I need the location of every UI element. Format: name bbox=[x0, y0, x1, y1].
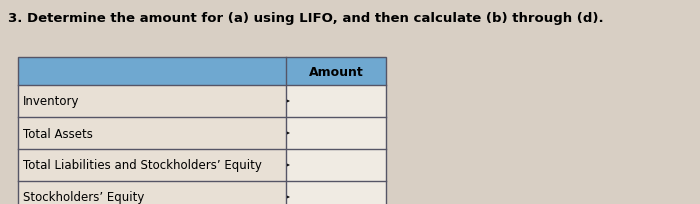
Text: Total Liabilities and Stockholders’ Equity: Total Liabilities and Stockholders’ Equi… bbox=[23, 159, 262, 172]
Bar bbox=[18, 58, 386, 204]
Bar bbox=[286, 181, 386, 204]
Bar bbox=[286, 86, 386, 118]
Text: Amount: Amount bbox=[309, 65, 363, 78]
Bar bbox=[18, 118, 286, 149]
Text: Stockholders’ Equity: Stockholders’ Equity bbox=[23, 191, 144, 204]
Polygon shape bbox=[286, 100, 290, 103]
Text: Inventory: Inventory bbox=[23, 95, 80, 108]
Polygon shape bbox=[286, 131, 290, 135]
Bar bbox=[286, 58, 386, 86]
Text: Total Assets: Total Assets bbox=[23, 127, 93, 140]
Bar bbox=[18, 58, 286, 86]
Polygon shape bbox=[286, 163, 290, 167]
Bar bbox=[18, 86, 286, 118]
Polygon shape bbox=[286, 195, 290, 199]
Bar bbox=[286, 149, 386, 181]
Bar bbox=[18, 149, 286, 181]
Bar bbox=[286, 118, 386, 149]
Bar bbox=[18, 181, 286, 204]
Text: 3. Determine the amount for (a) using LIFO, and then calculate (b) through (d).: 3. Determine the amount for (a) using LI… bbox=[8, 12, 603, 25]
